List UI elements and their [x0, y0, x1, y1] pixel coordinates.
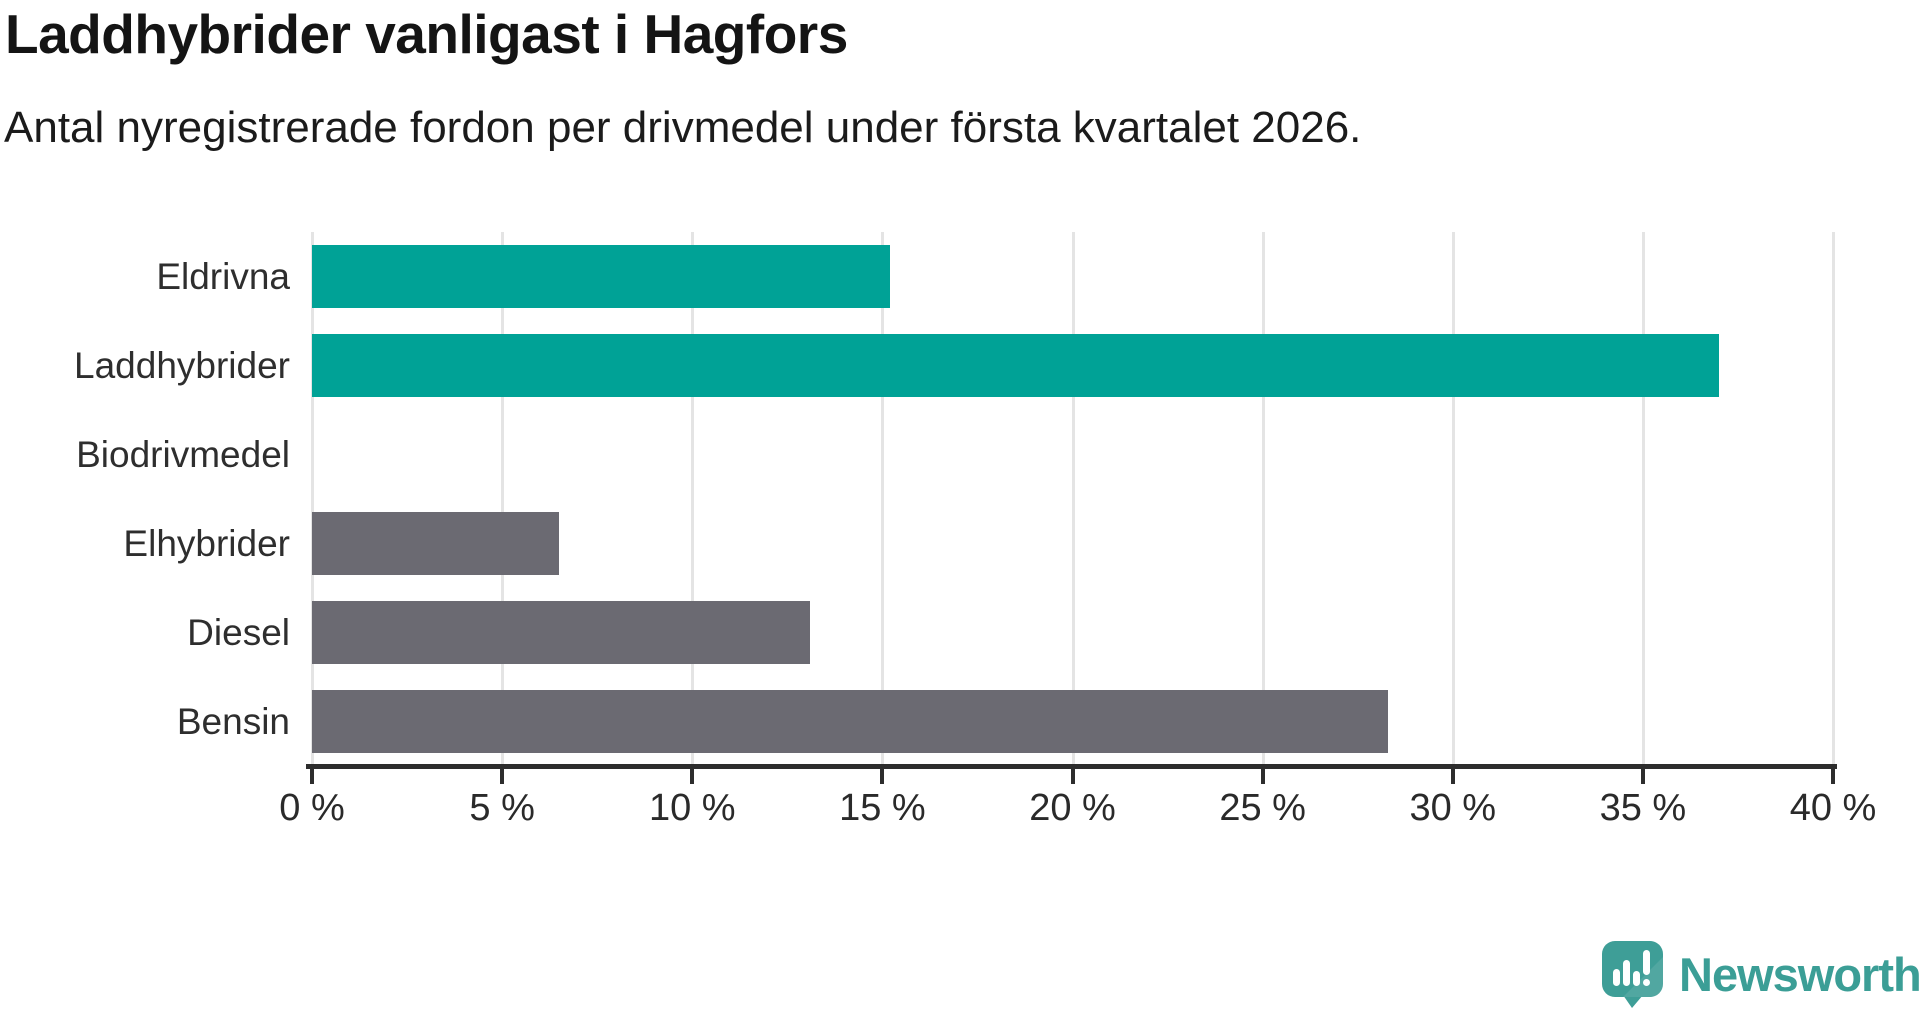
bar-row	[312, 677, 1833, 766]
chart-title: Laddhybrider vanligast i Hagfors	[5, 3, 848, 65]
axis-tick	[1260, 769, 1265, 784]
newsworthy-logo-text: Newsworthy	[1679, 948, 1920, 1001]
axis-tick	[690, 769, 695, 784]
gridline	[1071, 232, 1075, 766]
gridline	[881, 232, 885, 766]
bar-row	[312, 321, 1833, 410]
bar-row	[312, 232, 1833, 321]
gridline	[311, 232, 314, 766]
axis-tick	[1070, 769, 1075, 784]
axis-tick-label: 0 %	[279, 787, 345, 829]
category-label-eldrivna: Eldrivna	[156, 255, 290, 297]
category-label-laddhybrider: Laddhybrider	[74, 344, 290, 386]
gridline	[1641, 232, 1645, 766]
gridline	[691, 232, 695, 766]
axis-tick	[310, 769, 314, 784]
category-label-biodrivmedel: Biodrivmedel	[76, 433, 290, 475]
axis-tick-label: 30 %	[1409, 787, 1497, 829]
axis-tick-label: 15 %	[839, 787, 926, 829]
category-label-diesel: Diesel	[187, 611, 290, 653]
newsworthy-logo-icon	[1601, 941, 1665, 1008]
axis-tick	[1450, 769, 1455, 784]
newsworthy-logo: Newsworthy	[1601, 941, 1920, 1008]
axis-tick	[1640, 769, 1645, 784]
bar-row	[312, 410, 1833, 499]
x-axis-line	[306, 764, 1837, 769]
axis-tick-label: 20 %	[1029, 787, 1116, 829]
gridline	[501, 232, 505, 766]
bar-eldrivna	[312, 245, 890, 308]
chart-subtitle: Antal nyregistrerade fordon per drivmede…	[4, 103, 1362, 152]
axis-tick-label: 25 %	[1219, 787, 1306, 829]
axis-tick-label: 10 %	[648, 787, 736, 829]
plot-area	[311, 232, 1835, 766]
bar-row	[312, 588, 1833, 677]
bar-diesel	[312, 601, 811, 664]
gridline	[1832, 232, 1835, 766]
gridline	[1451, 232, 1455, 766]
bar-laddhybrider	[312, 334, 1719, 397]
bar-row	[312, 499, 1833, 588]
axis-tick-label: 40 %	[1789, 787, 1877, 829]
bar-elhybrider	[312, 512, 560, 575]
axis-tick	[880, 769, 885, 784]
axis-tick	[1831, 769, 1835, 784]
category-label-bensin: Bensin	[176, 700, 290, 742]
axis-tick-label: 5 %	[469, 787, 535, 829]
gridline	[1261, 232, 1265, 766]
axis-tick-label: 35 %	[1599, 787, 1687, 829]
bar-bensin	[312, 690, 1389, 753]
category-label-elhybrider: Elhybrider	[123, 522, 290, 564]
axis-tick	[500, 769, 505, 784]
category-axis: Eldrivna Laddhybrider Biodrivmedel Elhybrid…	[0, 232, 290, 766]
